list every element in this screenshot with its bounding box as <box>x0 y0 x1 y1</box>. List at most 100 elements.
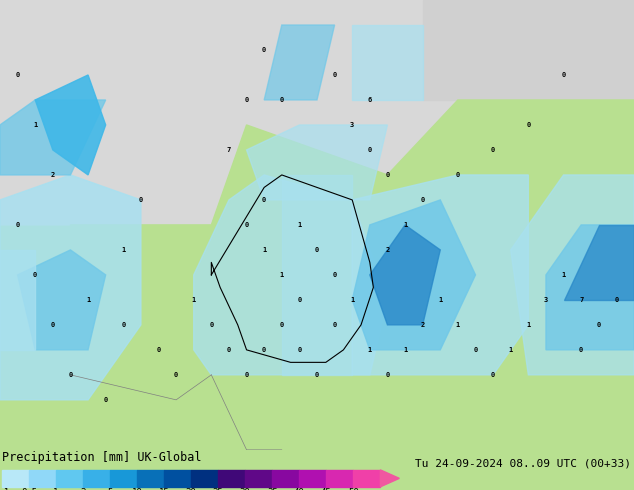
Text: 0: 0 <box>262 347 266 353</box>
Polygon shape <box>247 125 387 200</box>
Text: 1: 1 <box>191 297 196 303</box>
Text: 0: 0 <box>597 322 601 328</box>
Polygon shape <box>0 175 141 400</box>
Text: Precipitation [mm] UK-Global: Precipitation [mm] UK-Global <box>2 451 202 464</box>
Bar <box>191 470 218 487</box>
Text: 0: 0 <box>15 72 20 78</box>
Text: 0: 0 <box>332 272 337 278</box>
Polygon shape <box>0 0 247 225</box>
Text: 0: 0 <box>385 372 389 378</box>
Text: 6: 6 <box>368 97 372 103</box>
Text: 0: 0 <box>121 322 126 328</box>
Bar <box>164 470 191 487</box>
Bar <box>272 470 299 487</box>
Text: 0: 0 <box>245 97 249 103</box>
Polygon shape <box>353 25 423 100</box>
Text: 0: 0 <box>174 372 178 378</box>
Text: 0.5: 0.5 <box>21 489 37 490</box>
Text: 1: 1 <box>526 322 531 328</box>
Text: 1: 1 <box>368 347 372 353</box>
Bar <box>2 470 29 487</box>
Polygon shape <box>70 100 634 450</box>
Text: 0: 0 <box>297 297 302 303</box>
Text: 0: 0 <box>491 147 495 153</box>
Text: 0: 0 <box>280 97 284 103</box>
Text: 0: 0 <box>385 172 389 178</box>
Text: 0: 0 <box>103 397 108 403</box>
Text: 0: 0 <box>368 147 372 153</box>
Text: 10: 10 <box>132 489 143 490</box>
Text: 0: 0 <box>280 322 284 328</box>
Text: 1: 1 <box>508 347 513 353</box>
Text: 0: 0 <box>157 347 160 353</box>
Text: 1: 1 <box>121 247 126 253</box>
Text: 1: 1 <box>438 297 443 303</box>
Text: 20: 20 <box>186 489 197 490</box>
Text: 0: 0 <box>332 72 337 78</box>
Polygon shape <box>0 100 106 175</box>
Text: 0: 0 <box>262 47 266 53</box>
Bar <box>218 470 245 487</box>
Polygon shape <box>511 175 634 375</box>
Text: 30: 30 <box>240 489 250 490</box>
Text: 2: 2 <box>51 172 55 178</box>
Text: 0: 0 <box>51 322 55 328</box>
Bar <box>327 470 353 487</box>
Polygon shape <box>353 175 528 375</box>
Text: 0: 0 <box>297 347 302 353</box>
Text: 0: 0 <box>209 322 214 328</box>
Text: Tu 24-09-2024 08..09 UTC (00+33): Tu 24-09-2024 08..09 UTC (00+33) <box>415 459 631 469</box>
Text: 25: 25 <box>213 489 224 490</box>
Text: 0: 0 <box>245 222 249 228</box>
Text: 7: 7 <box>579 297 583 303</box>
Text: 3: 3 <box>544 297 548 303</box>
Text: 1: 1 <box>456 322 460 328</box>
Text: 0: 0 <box>526 122 531 128</box>
Text: 0: 0 <box>68 372 72 378</box>
Text: 0: 0 <box>562 72 566 78</box>
Text: 1: 1 <box>403 222 407 228</box>
Text: 0: 0 <box>315 372 319 378</box>
Text: 1: 1 <box>350 297 354 303</box>
Text: 1: 1 <box>403 347 407 353</box>
Text: 1: 1 <box>262 247 266 253</box>
Bar <box>245 470 272 487</box>
Text: 1: 1 <box>53 489 59 490</box>
Text: 5: 5 <box>107 489 113 490</box>
Text: 0: 0 <box>491 372 495 378</box>
Text: 0: 0 <box>614 297 619 303</box>
Text: 0.1: 0.1 <box>0 489 10 490</box>
Text: 2: 2 <box>420 322 425 328</box>
Text: 0: 0 <box>456 172 460 178</box>
Polygon shape <box>353 200 476 350</box>
Bar <box>56 470 83 487</box>
Text: 2: 2 <box>81 489 86 490</box>
Polygon shape <box>564 225 634 300</box>
Text: 45: 45 <box>321 489 332 490</box>
Text: 0: 0 <box>474 347 477 353</box>
Text: 0: 0 <box>315 247 319 253</box>
Text: 0: 0 <box>33 272 37 278</box>
Text: 1: 1 <box>297 222 302 228</box>
Bar <box>83 470 110 487</box>
Polygon shape <box>380 470 399 487</box>
Text: 2: 2 <box>385 247 389 253</box>
Polygon shape <box>370 225 440 325</box>
Text: 35: 35 <box>267 489 278 490</box>
Text: 0: 0 <box>579 347 583 353</box>
Text: 15: 15 <box>158 489 169 490</box>
Text: 3: 3 <box>350 122 354 128</box>
Text: 0: 0 <box>139 197 143 203</box>
Text: 1: 1 <box>562 272 566 278</box>
Polygon shape <box>0 250 36 350</box>
Bar <box>110 470 137 487</box>
Text: 1: 1 <box>86 297 90 303</box>
Polygon shape <box>264 25 335 100</box>
Text: 0: 0 <box>332 322 337 328</box>
Text: 0: 0 <box>262 197 266 203</box>
Text: 0: 0 <box>245 372 249 378</box>
Bar <box>29 470 56 487</box>
Bar <box>137 470 164 487</box>
Polygon shape <box>18 250 106 350</box>
Text: 7: 7 <box>227 147 231 153</box>
